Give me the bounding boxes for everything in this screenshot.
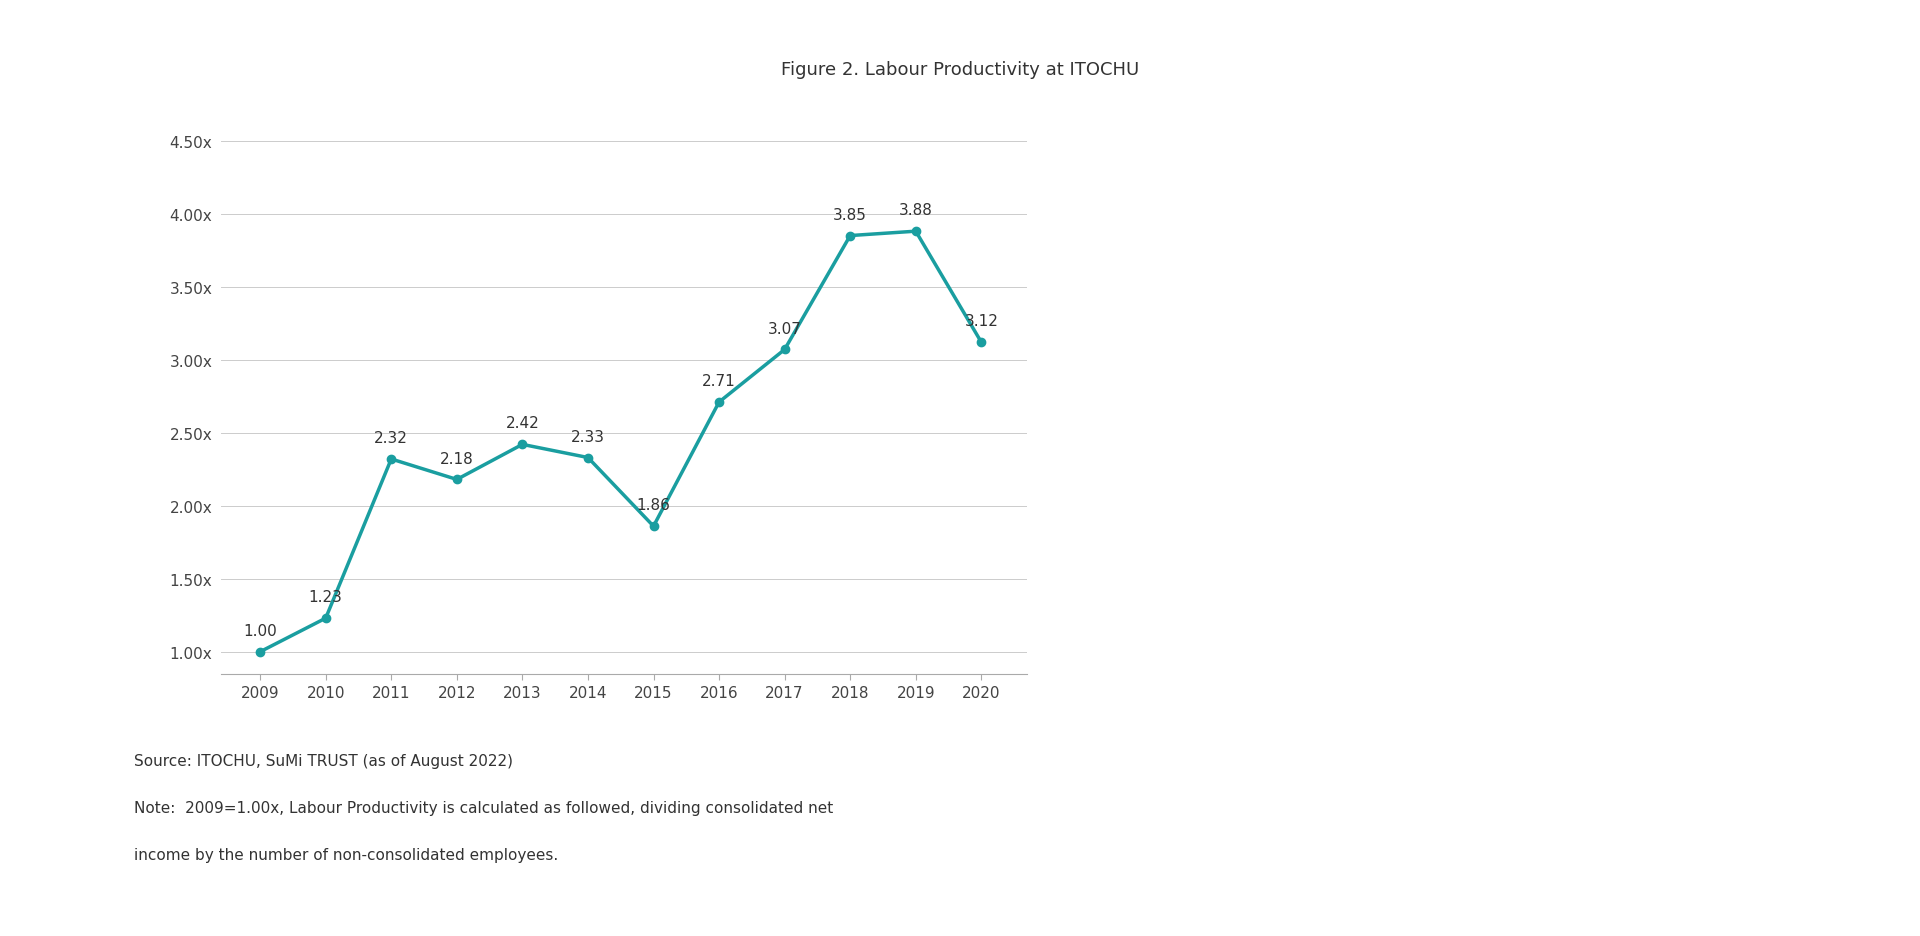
- Text: Note:  2009=1.00x, Labour Productivity is calculated as followed, dividing conso: Note: 2009=1.00x, Labour Productivity is…: [134, 800, 833, 815]
- Text: income by the number of non-consolidated employees.: income by the number of non-consolidated…: [134, 847, 559, 862]
- Text: 1.00: 1.00: [244, 623, 276, 638]
- Text: 2.32: 2.32: [374, 431, 409, 446]
- Text: 3.88: 3.88: [899, 203, 933, 218]
- Text: 1.86: 1.86: [637, 498, 670, 513]
- Text: 3.85: 3.85: [833, 208, 868, 223]
- Text: 3.07: 3.07: [768, 321, 801, 336]
- Text: Source: ITOCHU, SuMi TRUST (as of August 2022): Source: ITOCHU, SuMi TRUST (as of August…: [134, 753, 513, 768]
- Text: 2.18: 2.18: [440, 451, 474, 466]
- Text: 2.71: 2.71: [703, 373, 735, 388]
- Text: 3.12: 3.12: [964, 314, 998, 329]
- Text: Figure 2. Labour Productivity at ITOCHU: Figure 2. Labour Productivity at ITOCHU: [781, 61, 1139, 79]
- Text: 2.33: 2.33: [570, 430, 605, 445]
- Text: 2.42: 2.42: [505, 416, 540, 431]
- Text: 1.23: 1.23: [309, 590, 342, 605]
